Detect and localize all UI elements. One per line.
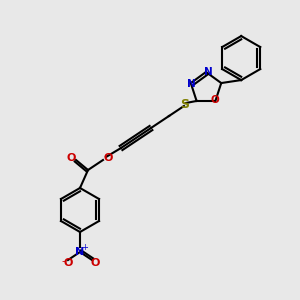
Text: S: S: [181, 98, 190, 110]
Text: O: O: [63, 258, 73, 268]
Text: N: N: [75, 247, 85, 257]
Text: O: O: [103, 153, 113, 163]
Text: -: -: [61, 256, 65, 266]
Text: +: +: [82, 242, 88, 251]
Text: N: N: [204, 67, 212, 77]
Text: O: O: [210, 95, 219, 105]
Text: O: O: [66, 153, 76, 163]
Text: O: O: [90, 258, 100, 268]
Text: N: N: [188, 79, 196, 89]
